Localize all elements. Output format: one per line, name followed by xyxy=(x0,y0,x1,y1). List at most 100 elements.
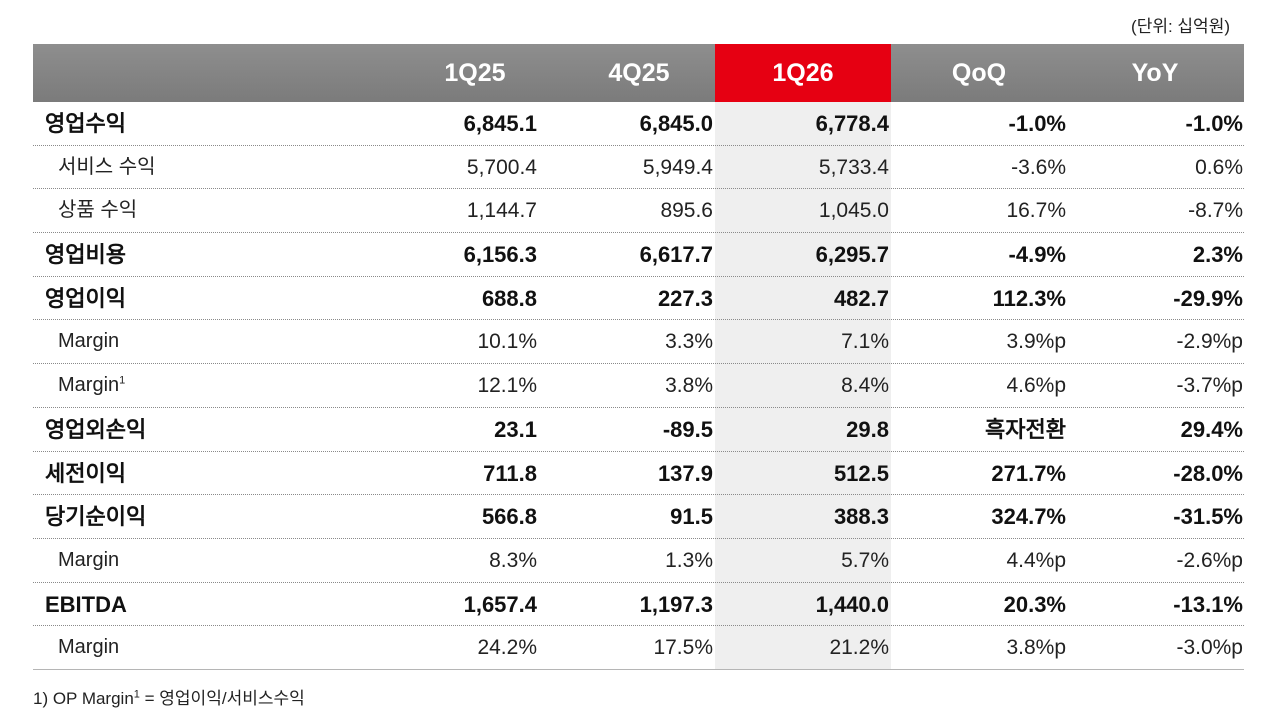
cell-1q26: 482.7 xyxy=(833,285,889,311)
cell-4q25: 6,617.7 xyxy=(639,242,713,268)
cell-4q25: 1,197.3 xyxy=(639,591,713,617)
row-label-text: 영업외손익 xyxy=(45,416,147,442)
row-label: 영업외손익 xyxy=(45,408,146,451)
row-label: Margin1 xyxy=(58,364,125,407)
table-row: 영업비용 6,156.3 6,617.7 6,295.7 -4.9% 2.3% xyxy=(33,233,1244,277)
header-qoq: QoQ xyxy=(951,59,1007,87)
row-label-text: Margin xyxy=(58,548,120,571)
cell-4q25: 227.3 xyxy=(657,285,713,311)
table-row: 영업이익 688.8 227.3 482.7 112.3% -29.9% xyxy=(33,277,1244,321)
header-4q25: 4Q25 xyxy=(608,59,670,87)
cell-qoq: 271.7% xyxy=(991,460,1066,486)
cell-yoy: -3.7%p xyxy=(1176,374,1243,398)
cell-qoq: 112.3% xyxy=(992,285,1066,311)
row-label-text: 서비스 수익 xyxy=(58,155,156,178)
cell-qoq: 4.6%p xyxy=(1006,374,1066,398)
cell-4q25: 895.6 xyxy=(660,199,713,223)
cell-qoq: 4.4%p xyxy=(1006,548,1066,572)
footnote: 1) OP Margin1 = 영업이익/서비스수익 xyxy=(33,684,305,709)
cell-yoy: 29.4% xyxy=(1180,416,1243,442)
cell-4q25: 3.8% xyxy=(665,374,713,398)
table-row: 상품 수익 1,144.7 895.6 1,045.0 16.7% -8.7% xyxy=(33,189,1244,234)
cell-qoq: 흑자전환 xyxy=(985,416,1066,442)
row-label: EBITDA xyxy=(45,583,127,626)
cell-4q25: 137.9 xyxy=(657,460,713,486)
row-label: 당기순이익 xyxy=(45,495,146,538)
cell-4q25: 91.5 xyxy=(670,504,713,530)
cell-yoy: -28.0% xyxy=(1173,460,1243,486)
row-label-footnote-mark: 1 xyxy=(119,374,126,387)
row-label: Margin xyxy=(58,539,119,582)
cell-1q25: 566.8 xyxy=(481,504,537,530)
cell-1q25: 24.2% xyxy=(477,636,537,660)
row-label: 서비스 수익 xyxy=(58,146,156,189)
cell-1q26: 29.8 xyxy=(846,416,889,442)
cell-qoq: -4.9% xyxy=(1008,242,1066,268)
header-1q25: 1Q25 xyxy=(444,59,506,87)
cell-yoy: -29.9% xyxy=(1173,285,1243,311)
footnote-sup: 1 xyxy=(133,688,140,701)
cell-qoq: 16.7% xyxy=(1006,199,1066,223)
table-row: EBITDA 1,657.4 1,197.3 1,440.0 20.3% -13.1% xyxy=(33,583,1244,627)
cell-yoy: -8.7% xyxy=(1188,199,1243,223)
financial-table: 1Q25 4Q25 1Q26 QoQ YoY 영업수익 6,845.1 6,845.… xyxy=(33,44,1244,670)
cell-1q26: 388.3 xyxy=(833,504,889,530)
cell-yoy: -1.0% xyxy=(1185,111,1243,136)
table-row: 영업외손익 23.1 -89.5 29.8 흑자전환 29.4% xyxy=(33,408,1244,452)
row-label-text: EBITDA xyxy=(45,591,127,617)
cell-1q26: 5,733.4 xyxy=(818,155,889,179)
row-label: 상품 수익 xyxy=(58,189,137,232)
row-label-text: 세전이익 xyxy=(45,460,126,486)
cell-1q25: 6,156.3 xyxy=(463,242,537,268)
row-label: 영업수익 xyxy=(45,102,126,145)
cell-1q25: 10.1% xyxy=(477,330,537,354)
cell-1q26: 512.5 xyxy=(833,460,889,486)
cell-qoq: -3.6% xyxy=(1011,155,1066,179)
cell-1q25: 688.8 xyxy=(481,285,537,311)
row-label-text: 영업이익 xyxy=(45,285,126,311)
table-row: Margin 24.2% 17.5% 21.2% 3.8%p -3.0%p xyxy=(33,626,1244,670)
table-row: 서비스 수익 5,700.4 5,949.4 5,733.4 -3.6% 0.6% xyxy=(33,146,1244,190)
cell-yoy: -2.6%p xyxy=(1176,548,1243,572)
cell-1q25: 5,700.4 xyxy=(466,155,537,179)
cell-1q26: 6,295.7 xyxy=(815,242,889,268)
cell-1q25: 1,144.7 xyxy=(466,199,537,223)
row-label-text: Margin xyxy=(58,636,120,659)
row-label: 영업비용 xyxy=(45,233,126,276)
cell-4q25: 17.5% xyxy=(653,636,713,660)
row-label: Margin xyxy=(58,320,119,363)
table-row: Margin1 12.1% 3.8% 8.4% 4.6%p -3.7%p xyxy=(33,364,1244,408)
cell-qoq: 20.3% xyxy=(1003,591,1066,617)
cell-qoq: 324.7% xyxy=(991,504,1066,530)
header-yoy: YoY xyxy=(1131,59,1179,87)
cell-1q26: 21.2% xyxy=(829,636,889,660)
row-label: 세전이익 xyxy=(45,452,126,495)
row-label-text: 영업수익 xyxy=(45,111,126,136)
table-row: Margin 8.3% 1.3% 5.7% 4.4%p -2.6%p xyxy=(33,539,1244,583)
cell-1q26: 1,045.0 xyxy=(818,199,889,223)
table-row: 세전이익 711.8 137.9 512.5 271.7% -28.0% xyxy=(33,452,1244,496)
cell-yoy: -31.5% xyxy=(1173,504,1243,530)
row-label-text: 당기순이익 xyxy=(45,504,147,530)
cell-1q25: 711.8 xyxy=(483,460,537,486)
cell-4q25: 5,949.4 xyxy=(642,155,713,179)
cell-yoy: 2.3% xyxy=(1192,242,1243,268)
unit-note: (단위: 십억원) xyxy=(1131,17,1230,36)
cell-yoy: 0.6% xyxy=(1195,155,1243,179)
cell-1q25: 6,845.1 xyxy=(463,111,537,136)
table-row: Margin 10.1% 3.3% 7.1% 3.9%p -2.9%p xyxy=(33,320,1244,365)
cell-4q25: -89.5 xyxy=(662,416,713,442)
row-label-text: Margin xyxy=(58,374,120,397)
highlight-column-bg xyxy=(715,102,891,670)
cell-yoy: -3.0%p xyxy=(1176,636,1243,660)
cell-1q26: 7.1% xyxy=(841,330,889,354)
row-label: Margin xyxy=(58,626,119,669)
cell-yoy: -2.9%p xyxy=(1176,330,1243,354)
cell-1q26: 1,440.0 xyxy=(815,591,889,617)
footnote-suffix: = 영업이익/서비스수익 xyxy=(139,689,305,708)
cell-4q25: 6,845.0 xyxy=(639,111,713,136)
cell-4q25: 3.3% xyxy=(665,330,713,354)
table-row: 영업수익 6,845.1 6,845.0 6,778.4 -1.0% -1.0% xyxy=(33,102,1244,146)
cell-1q25: 1,657.4 xyxy=(463,591,537,617)
cell-1q26: 6,778.4 xyxy=(815,111,889,136)
